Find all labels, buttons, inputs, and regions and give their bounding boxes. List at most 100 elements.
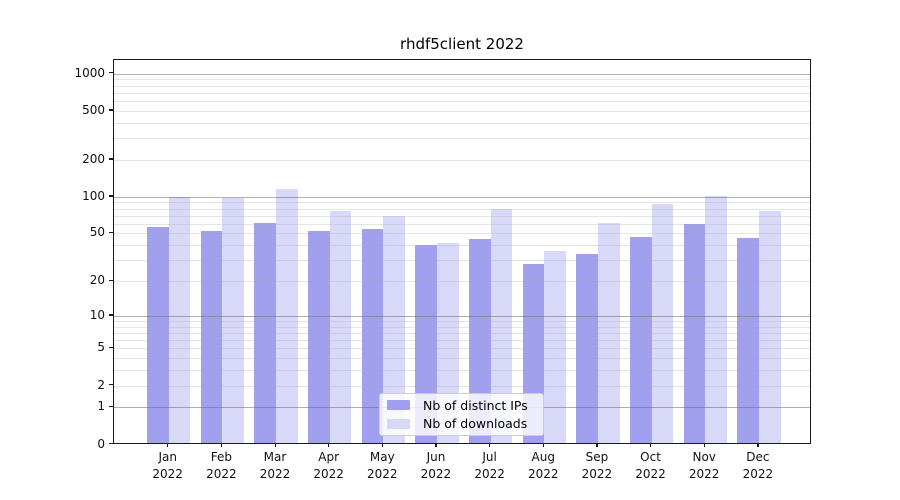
- gridline-minor: [114, 202, 810, 204]
- x-tick-mark: [489, 443, 491, 447]
- y-tick-label: 50: [89, 225, 105, 240]
- x-tick-mark: [703, 443, 705, 447]
- legend-label: Nb of distinct IPs: [423, 397, 528, 413]
- y-tick-label: 10: [89, 307, 105, 322]
- gridline-major: [114, 73, 810, 75]
- x-tick-label: Jun 2022: [420, 450, 452, 481]
- gridline-minor: [114, 110, 810, 112]
- gridline-major: [114, 196, 810, 198]
- gridline-minor: [114, 138, 810, 140]
- gridline-minor: [114, 320, 810, 322]
- x-tick-mark: [167, 443, 169, 447]
- gridline-minor: [114, 208, 810, 210]
- gridline-minor: [114, 92, 810, 94]
- y-tick-label: 100: [82, 188, 105, 203]
- chart-title: rhdf5client 2022: [400, 35, 524, 53]
- bar-distinct-ips: [254, 222, 276, 443]
- x-tick-mark: [650, 443, 652, 447]
- legend-swatch-downloads: [387, 418, 410, 429]
- gridline-minor: [114, 326, 810, 328]
- bar-downloads: [383, 215, 405, 443]
- x-tick-label: Nov 2022: [688, 450, 720, 481]
- y-tick-mark: [109, 405, 113, 408]
- gridline-minor: [114, 79, 810, 81]
- y-tick-mark: [109, 72, 113, 74]
- x-tick-label: Jan 2022: [152, 450, 183, 481]
- gridline-minor: [114, 101, 810, 103]
- gridline-major: [114, 315, 810, 317]
- bar-distinct-ips: [576, 253, 598, 443]
- gridline-minor: [114, 122, 810, 124]
- x-tick-label: Apr 2022: [313, 450, 344, 481]
- gridline-minor: [114, 215, 810, 217]
- bar-distinct-ips: [361, 229, 384, 443]
- x-tick-mark: [596, 443, 598, 447]
- x-tick-mark: [542, 443, 545, 447]
- bar-downloads: [758, 210, 781, 443]
- x-tick-mark: [381, 443, 384, 447]
- bar-downloads: [705, 196, 727, 443]
- bar-downloads: [544, 250, 566, 443]
- legend-label: Nb of downloads: [423, 416, 528, 432]
- bar-distinct-ips: [200, 231, 223, 443]
- gridline-minor: [114, 85, 810, 87]
- y-tick-label: 1: [97, 399, 105, 414]
- x-tick-label: Feb 2022: [206, 450, 237, 481]
- bar-distinct-ips: [147, 226, 169, 443]
- legend-swatch-distinct-ips: [387, 400, 410, 411]
- gridline-minor: [114, 358, 810, 360]
- bar-distinct-ips: [629, 236, 652, 443]
- y-tick-label: 2: [97, 377, 105, 392]
- x-tick-label: Mar 2022: [259, 450, 291, 481]
- y-tick-mark: [109, 443, 113, 445]
- y-tick-label: 5: [97, 340, 105, 355]
- bar-downloads: [490, 208, 513, 443]
- y-tick-label: 200: [82, 151, 105, 166]
- gridline-minor: [114, 348, 810, 350]
- gridline-minor: [114, 340, 810, 342]
- y-tick-label: 500: [82, 102, 105, 117]
- gridline-minor: [114, 370, 810, 372]
- bar-distinct-ips: [468, 238, 491, 443]
- x-tick-label: Oct 2022: [635, 450, 666, 481]
- y-tick-label: 20: [89, 273, 105, 288]
- bar-distinct-ips: [307, 231, 330, 443]
- x-tick-mark: [328, 443, 330, 447]
- gridline-minor: [114, 260, 810, 262]
- bar-downloads: [597, 222, 620, 443]
- bar-downloads: [651, 204, 674, 443]
- bar-downloads: [222, 198, 245, 443]
- x-tick-label: May 2022: [367, 450, 398, 481]
- y-tick-label: 1000: [74, 65, 105, 80]
- chart-legend: Nb of distinct IPs Nb of downloads: [379, 393, 544, 436]
- y-tick-mark: [109, 158, 113, 160]
- bar-distinct-ips: [737, 237, 759, 443]
- y-tick-mark: [109, 231, 113, 234]
- y-tick-mark: [109, 384, 113, 386]
- y-tick-mark: [109, 314, 113, 316]
- x-tick-mark: [274, 443, 276, 447]
- y-tick-mark: [109, 346, 113, 349]
- gridline-minor: [114, 233, 810, 235]
- x-tick-label: Dec 2022: [742, 450, 774, 481]
- bar-downloads: [329, 210, 352, 443]
- x-tick-label: Aug 2022: [527, 450, 559, 481]
- gridline-minor: [114, 223, 810, 225]
- bar-downloads: [436, 242, 459, 443]
- gridline-minor: [114, 281, 810, 283]
- x-tick-label: Sep 2022: [581, 450, 613, 481]
- y-tick-mark: [109, 195, 113, 197]
- x-tick-mark: [435, 443, 437, 447]
- gridline-minor: [114, 385, 810, 387]
- legend-item: Nb of distinct IPs: [387, 396, 536, 415]
- legend-item: Nb of downloads: [387, 415, 536, 434]
- gridline-minor: [114, 332, 810, 334]
- y-tick-label: 0: [97, 436, 105, 451]
- y-tick-mark: [109, 109, 113, 111]
- y-tick-mark: [109, 279, 113, 281]
- x-tick-mark: [757, 443, 759, 447]
- bar-distinct-ips: [683, 223, 706, 443]
- plot-area: [113, 59, 811, 444]
- bar-downloads: [168, 196, 191, 443]
